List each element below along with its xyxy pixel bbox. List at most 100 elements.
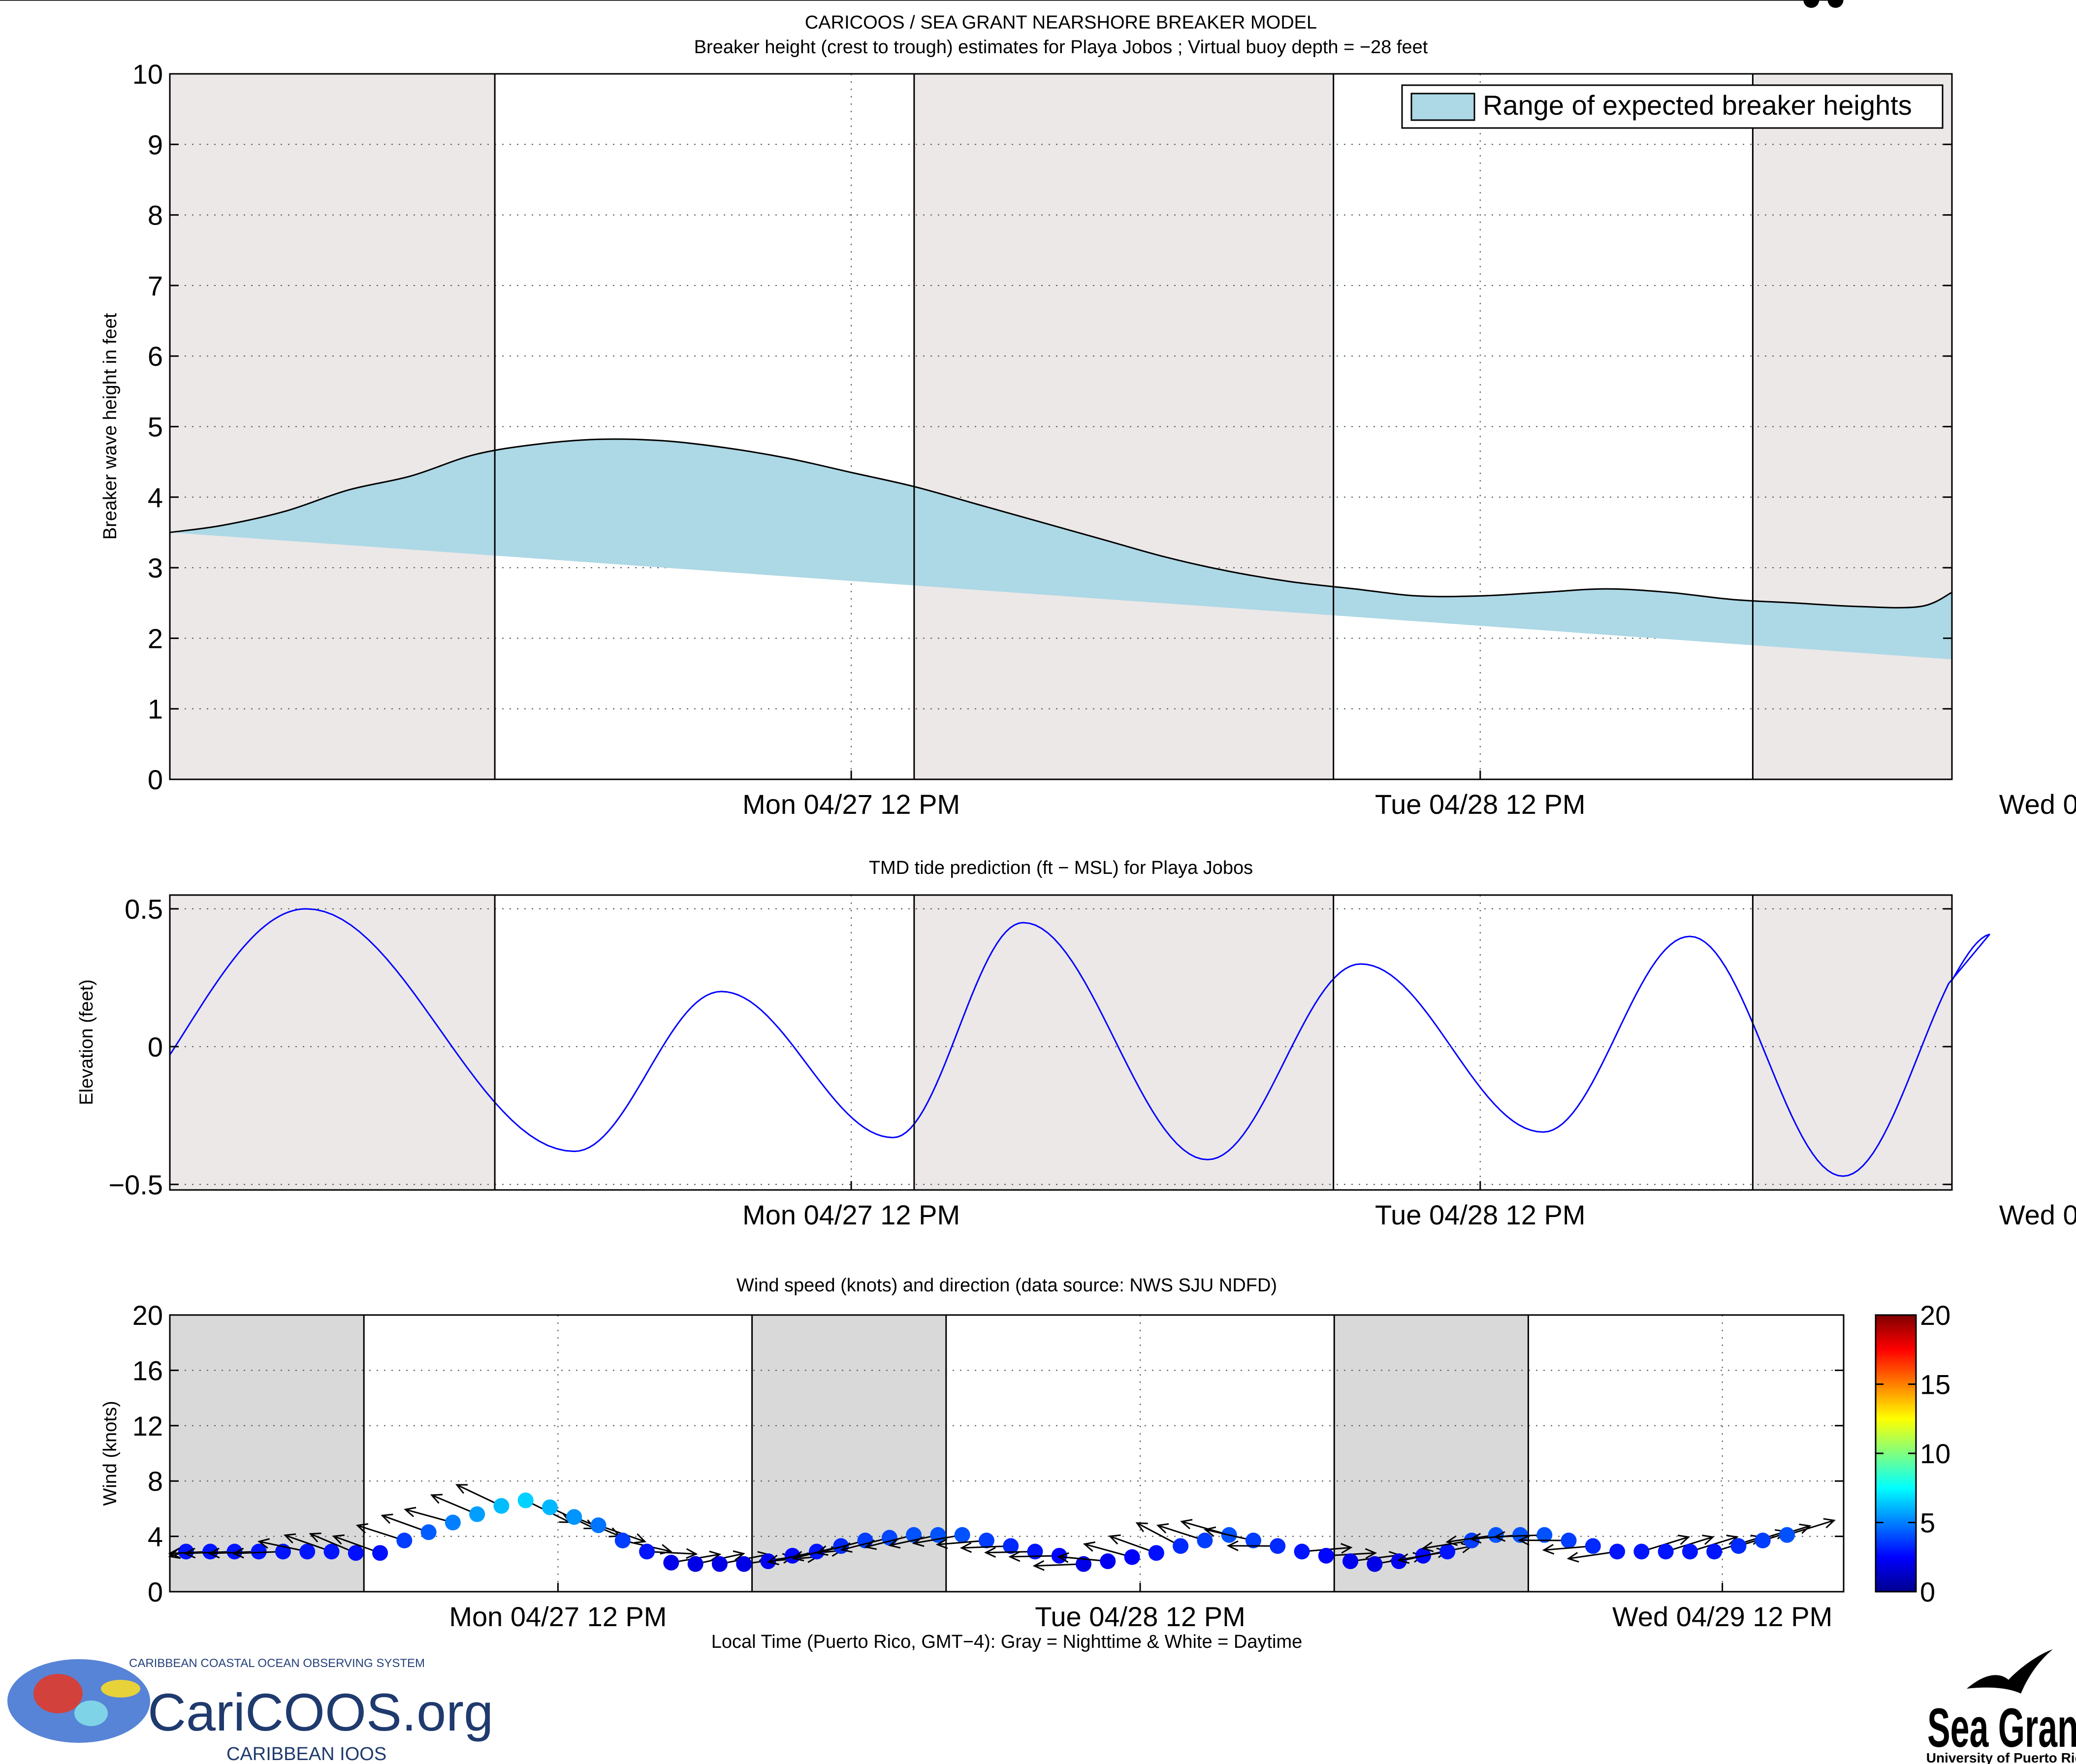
wind-point	[493, 1498, 510, 1514]
wind-point	[663, 1554, 679, 1571]
wind-arrow-head	[455, 1484, 468, 1494]
x-tick-label: Wed 04/29 12 PM	[1999, 789, 2076, 820]
wind-arrow-shaft	[310, 1533, 356, 1554]
wind-arrow-shaft	[865, 1534, 914, 1548]
wind-arrow-shaft	[1157, 1525, 1205, 1541]
x-tick-label: Mon 04/27 12 PM	[449, 1601, 667, 1632]
wind-arrow-head	[767, 1554, 780, 1566]
tide-daytime-boxes	[169, 894, 1953, 1191]
wind-arrow-head	[309, 1532, 321, 1543]
wind-arrow-head	[984, 1547, 996, 1558]
wind-arrow-head	[1108, 1534, 1121, 1545]
wind-point	[1633, 1543, 1650, 1560]
wind-point	[1100, 1553, 1116, 1570]
wind-arrow-shaft	[986, 1551, 1035, 1554]
wind-arrow-shaft	[1010, 1555, 1059, 1558]
wind-arrow-shaft	[1110, 1536, 1157, 1554]
y-tick-label: 0.5	[125, 894, 163, 925]
wind-arrow-shaft	[357, 1525, 405, 1541]
wind-point	[1294, 1543, 1310, 1560]
wind-point	[299, 1543, 316, 1560]
wind-arrow-head	[1008, 1551, 1021, 1562]
breaker-legend: Range of expected breaker heights	[1401, 84, 1944, 129]
wind-arrow-shaft	[333, 1536, 381, 1554]
colorbar-tick-label: 5	[1920, 1507, 1935, 1539]
x-tick-label: Wed 04/29 12 PM	[1612, 1601, 1832, 1632]
wind-point	[1488, 1527, 1504, 1543]
wind-point	[1706, 1543, 1723, 1560]
y-tick-label: 0	[148, 764, 163, 795]
wind-point	[542, 1499, 558, 1515]
wind-arrow-shaft	[768, 1551, 817, 1563]
wind-point	[590, 1517, 607, 1534]
wind-arrow-head	[686, 1548, 698, 1559]
y-tick-label: 20	[132, 1300, 163, 1331]
wind-arrow-head	[283, 1533, 296, 1544]
wind-arrow-head	[184, 1547, 196, 1559]
wind-arrow-head	[792, 1551, 804, 1562]
colorbar-ticks: 0 5 10 15 20	[1876, 1300, 1950, 1607]
wind-arrow-head	[959, 1542, 972, 1553]
daytime-fill	[364, 1315, 752, 1592]
wind-point	[178, 1543, 194, 1560]
wind-arrow-head	[404, 1507, 416, 1517]
x-tick-label: Wed 04/29 12 PM	[1999, 1199, 2076, 1230]
tide-axes-frame	[169, 894, 1953, 1191]
wind-point	[1827, 0, 1844, 8]
tide-title: TMD tide prediction (ft − MSL) for Playa…	[869, 858, 1253, 878]
y-tick-label: 3	[148, 552, 163, 583]
wind-point	[251, 1543, 267, 1560]
wind-arrow-shaft	[285, 1535, 332, 1552]
wind-point	[1270, 1538, 1286, 1554]
wind-arrow-shaft	[793, 1545, 841, 1560]
wind-point	[420, 1524, 437, 1540]
wind-arrow-shaft	[913, 1534, 962, 1544]
wind-point	[323, 1543, 340, 1560]
legend-box	[1401, 84, 1944, 129]
wind-arrow-head	[1226, 1540, 1239, 1551]
y-tick-label: 7	[148, 270, 163, 301]
wind-point	[517, 1492, 534, 1508]
wind-arrow-head	[733, 1550, 745, 1561]
breaker-panel: 0 1 2 3 4 5 6 7 8 9 10 Mon 04/27 12 PM Tue 04/28 12…	[100, 12, 2076, 820]
daytime-fill	[495, 74, 914, 779]
wind-points	[0, 0, 1844, 1572]
wind-arrow-head	[208, 1547, 220, 1559]
wind-point	[1585, 1538, 1601, 1554]
caricoos-island-icon	[101, 1680, 140, 1698]
x-tick-label: Tue 04/28 12 PM	[1375, 789, 1586, 820]
y-tick-label: 12	[132, 1411, 163, 1442]
wind-point	[1730, 1538, 1747, 1554]
legend-swatch	[1410, 93, 1475, 121]
wind-point	[1173, 1538, 1189, 1554]
wind-arrow-shaft	[841, 1537, 890, 1551]
seagrant-bird-icon	[1967, 1649, 2053, 1694]
caricoos-storm-icon	[33, 1674, 83, 1713]
wind-point	[1051, 1547, 1067, 1564]
breaker-title: CARICOOS / SEA GRANT NEARSHORE BREAKER M…	[805, 12, 1317, 33]
wind-arrow-head	[1823, 1518, 1836, 1529]
wind-arrow-head	[634, 1533, 647, 1544]
wind-arrow-shaft	[1399, 1551, 1448, 1561]
wind-arrow-shaft	[431, 1494, 478, 1515]
wind-day-night-shading	[170, 1315, 1844, 1592]
wind-arrow-head	[816, 1545, 829, 1556]
wind-arrow-head	[1469, 1533, 1482, 1544]
wind-arrow-head	[1677, 1535, 1691, 1545]
colorbar-tick-label: 15	[1920, 1369, 1950, 1400]
x-tick-label: Mon 04/27 12 PM	[742, 789, 960, 820]
wind-point	[348, 1545, 364, 1561]
wind-arrow-head	[1799, 1523, 1812, 1534]
wind-point	[711, 1556, 728, 1572]
tide-panel: −0.5 0 0.5 Mon 04/27 12 PM Tue 04/28 12 PM W…	[76, 858, 2076, 1230]
breaker-y-ticks: 0 1 2 3 4 5 6 7 8 9 10	[132, 59, 1952, 795]
wind-arrow-shaft	[1058, 1556, 1108, 1562]
wind-point	[1318, 1547, 1334, 1564]
wind-point	[445, 1514, 461, 1531]
wind-point	[736, 1556, 752, 1572]
wind-point	[1027, 1543, 1043, 1560]
wind-arrow-shaft	[382, 1514, 429, 1533]
caricoos-logo: CARIBBEAN COASTAL OCEAN OBSERVING SYSTEM…	[7, 1657, 493, 1764]
